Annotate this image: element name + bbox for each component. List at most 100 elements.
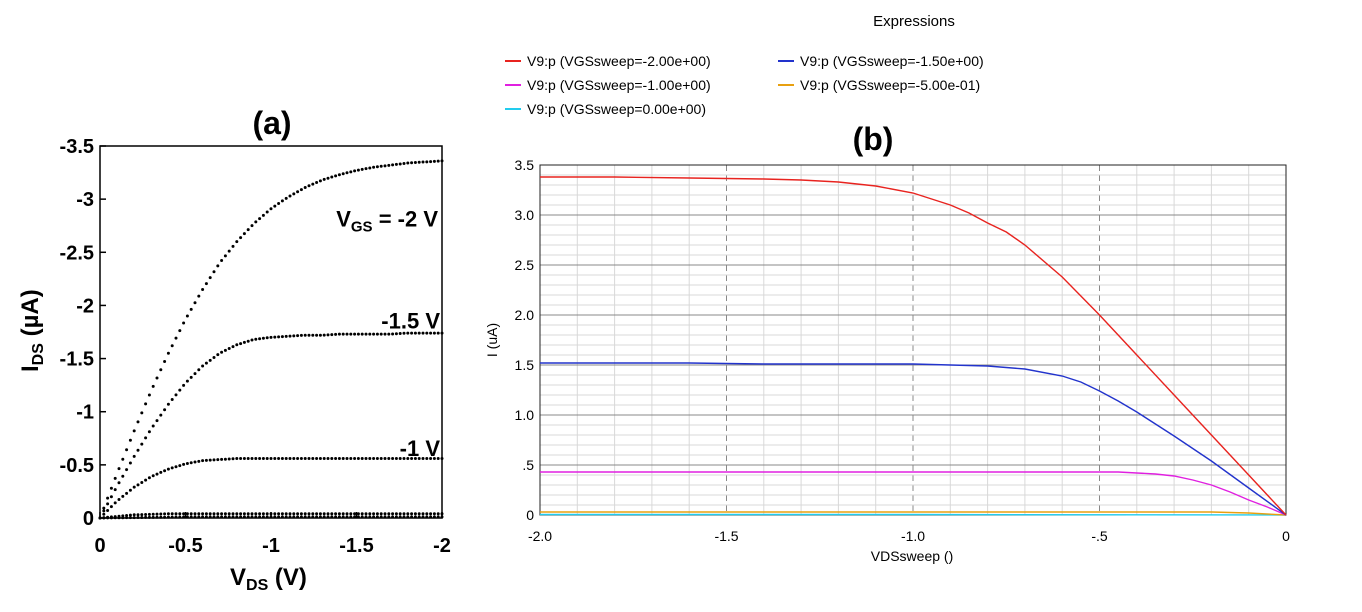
a-data-point xyxy=(356,456,360,460)
a-data-point xyxy=(311,456,315,460)
a-data-point xyxy=(273,515,277,519)
a-data-point xyxy=(326,333,330,337)
a-data-point xyxy=(128,438,132,442)
a-data-point xyxy=(387,456,391,460)
a-data-point xyxy=(197,294,201,298)
a-data-point xyxy=(113,476,117,480)
b-series-line xyxy=(540,511,1287,516)
a-data-point xyxy=(201,459,205,463)
panel-b-header: Expressions xyxy=(873,13,955,30)
a-data-point xyxy=(144,512,148,516)
a-data-point xyxy=(315,456,319,460)
a-data-point xyxy=(239,512,243,516)
b-y-tick-label: 0 xyxy=(526,507,534,523)
a-data-point xyxy=(356,512,360,516)
a-data-point xyxy=(280,512,284,516)
a-data-point xyxy=(372,165,376,169)
a-data-point xyxy=(163,408,167,412)
a-data-point xyxy=(223,254,227,258)
a-data-point xyxy=(375,332,379,336)
a-data-point xyxy=(269,512,273,516)
a-data-point xyxy=(383,164,387,168)
a-data-point xyxy=(391,515,395,519)
a-data-point xyxy=(269,335,273,339)
a-data-point xyxy=(102,509,106,513)
a-data-point xyxy=(106,496,110,500)
a-data-point xyxy=(288,515,292,519)
a-data-point xyxy=(318,333,322,337)
a-data-point xyxy=(303,456,307,460)
a-data-point xyxy=(136,483,140,487)
a-data-point xyxy=(273,456,277,460)
a-data-point xyxy=(201,512,205,516)
a-data-point xyxy=(417,160,421,164)
a-data-point xyxy=(356,515,360,519)
a-data-point xyxy=(235,512,239,516)
a-data-point xyxy=(185,314,189,318)
a-data-point xyxy=(201,515,205,519)
a-data-point xyxy=(261,336,265,340)
a-data-point xyxy=(166,512,170,516)
a-data-point xyxy=(292,456,296,460)
a-data-point xyxy=(265,512,269,516)
a-data-point xyxy=(261,456,265,460)
a-data-point xyxy=(436,512,440,516)
a-data-point xyxy=(250,512,254,516)
a-data-point xyxy=(170,466,174,470)
a-data-point xyxy=(353,515,357,519)
a-data-point xyxy=(242,232,246,236)
a-data-point xyxy=(387,512,391,516)
a-data-point xyxy=(440,456,444,460)
a-data-point xyxy=(125,448,129,452)
a-data-point xyxy=(239,515,243,519)
a-data-point xyxy=(159,515,163,519)
a-data-point xyxy=(334,174,338,178)
panel-a-title: (a) xyxy=(252,105,291,141)
a-data-point xyxy=(220,515,224,519)
a-data-point xyxy=(159,413,163,417)
a-data-point xyxy=(239,342,243,346)
a-data-point xyxy=(284,196,288,200)
a-data-point xyxy=(185,512,189,516)
a-data-point xyxy=(136,420,140,424)
a-data-point xyxy=(440,512,444,516)
a-data-point xyxy=(318,512,322,516)
a-data-point xyxy=(113,516,117,520)
a-data-point xyxy=(391,512,395,516)
a-data-point xyxy=(254,512,258,516)
a-data-point xyxy=(258,456,262,460)
a-data-point xyxy=(394,512,398,516)
a-data-point xyxy=(109,516,113,520)
a-data-point xyxy=(349,170,353,174)
a-data-point xyxy=(155,472,159,476)
a-data-point xyxy=(106,516,110,520)
a-data-point xyxy=(140,411,144,415)
a-data-point xyxy=(277,202,281,206)
a-data-point xyxy=(235,240,239,244)
a-data-point xyxy=(121,474,125,478)
a-data-point xyxy=(231,244,235,248)
a-data-point xyxy=(166,351,170,355)
a-data-point xyxy=(216,512,220,516)
a-data-point xyxy=(117,516,121,520)
a-data-point xyxy=(349,512,353,516)
a-data-point xyxy=(239,456,243,460)
a-data-point xyxy=(223,457,227,461)
a-data-point xyxy=(113,501,117,505)
a-data-point xyxy=(284,515,288,519)
a-data-point xyxy=(242,515,246,519)
a-data-point xyxy=(417,515,421,519)
a-data-point xyxy=(337,512,341,516)
a-data-point xyxy=(235,456,239,460)
a-x-tick-label: -0.5 xyxy=(168,535,202,557)
a-data-point xyxy=(364,167,368,171)
a-data-point xyxy=(429,331,433,335)
a-data-point xyxy=(360,512,364,516)
a-data-point xyxy=(273,512,277,516)
a-data-point xyxy=(280,335,284,339)
a-data-point xyxy=(299,188,303,192)
a-data-point xyxy=(322,456,326,460)
a-data-point xyxy=(125,468,129,472)
a-data-point xyxy=(189,512,193,516)
a-data-point xyxy=(147,515,151,519)
